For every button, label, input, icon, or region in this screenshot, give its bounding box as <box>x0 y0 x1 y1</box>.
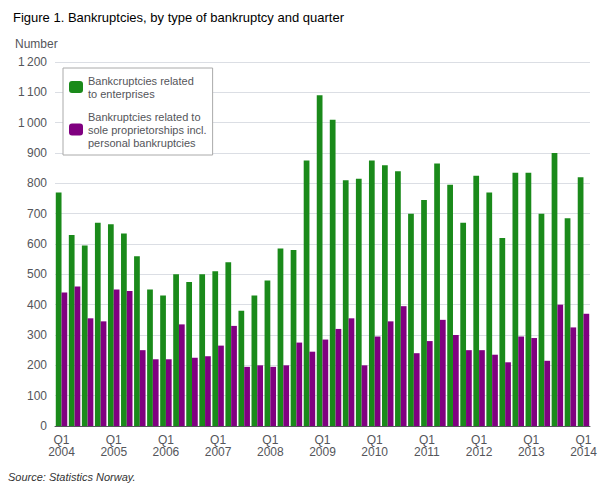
svg-text:Q1: Q1 <box>105 433 122 447</box>
svg-text:Q1: Q1 <box>314 433 331 447</box>
svg-text:1 000: 1 000 <box>18 116 47 130</box>
svg-text:2009: 2009 <box>309 445 336 459</box>
svg-text:2004: 2004 <box>48 445 75 459</box>
svg-text:600: 600 <box>27 237 47 251</box>
svg-text:2014: 2014 <box>570 445 597 459</box>
svg-text:900: 900 <box>27 146 47 160</box>
svg-text:300: 300 <box>27 328 47 342</box>
svg-text:personal bankruptcies: personal bankruptcies <box>88 137 196 149</box>
svg-text:800: 800 <box>27 176 47 190</box>
svg-text:Bankcruptcies related: Bankcruptcies related <box>88 75 194 87</box>
svg-text:Q1: Q1 <box>523 433 540 447</box>
svg-text:Q1: Q1 <box>157 433 174 447</box>
svg-text:Source: Statistics Norway.: Source: Statistics Norway. <box>8 471 136 483</box>
svg-text:500: 500 <box>27 267 47 281</box>
svg-text:2005: 2005 <box>100 445 127 459</box>
svg-text:Q1: Q1 <box>575 433 592 447</box>
svg-text:100: 100 <box>27 389 47 403</box>
svg-text:200: 200 <box>27 358 47 372</box>
svg-text:Q1: Q1 <box>53 433 70 447</box>
svg-text:Q1: Q1 <box>418 433 435 447</box>
svg-text:Q1: Q1 <box>210 433 227 447</box>
svg-text:Figure 1. Bankruptcies, by typ: Figure 1. Bankruptcies, by type of bankr… <box>13 10 345 25</box>
svg-text:Q1: Q1 <box>366 433 383 447</box>
svg-text:2012: 2012 <box>466 445 493 459</box>
svg-text:sole proprietorships incl.: sole proprietorships incl. <box>88 124 207 136</box>
svg-text:400: 400 <box>27 298 47 312</box>
svg-text:1 100: 1 100 <box>18 85 47 99</box>
svg-text:2011: 2011 <box>414 445 440 459</box>
svg-text:2013: 2013 <box>518 445 545 459</box>
svg-text:Q1: Q1 <box>262 433 279 447</box>
svg-text:2007: 2007 <box>205 445 232 459</box>
svg-text:0: 0 <box>40 419 47 433</box>
svg-text:Bankruptcies related to: Bankruptcies related to <box>88 111 201 123</box>
svg-text:700: 700 <box>27 207 47 221</box>
svg-text:1 200: 1 200 <box>18 55 47 69</box>
svg-text:2008: 2008 <box>257 445 284 459</box>
svg-text:to enterprises: to enterprises <box>88 88 155 100</box>
svg-text:Number: Number <box>15 37 58 51</box>
svg-text:2006: 2006 <box>153 445 180 459</box>
svg-text:Q1: Q1 <box>471 433 488 447</box>
svg-text:2010: 2010 <box>361 445 388 459</box>
